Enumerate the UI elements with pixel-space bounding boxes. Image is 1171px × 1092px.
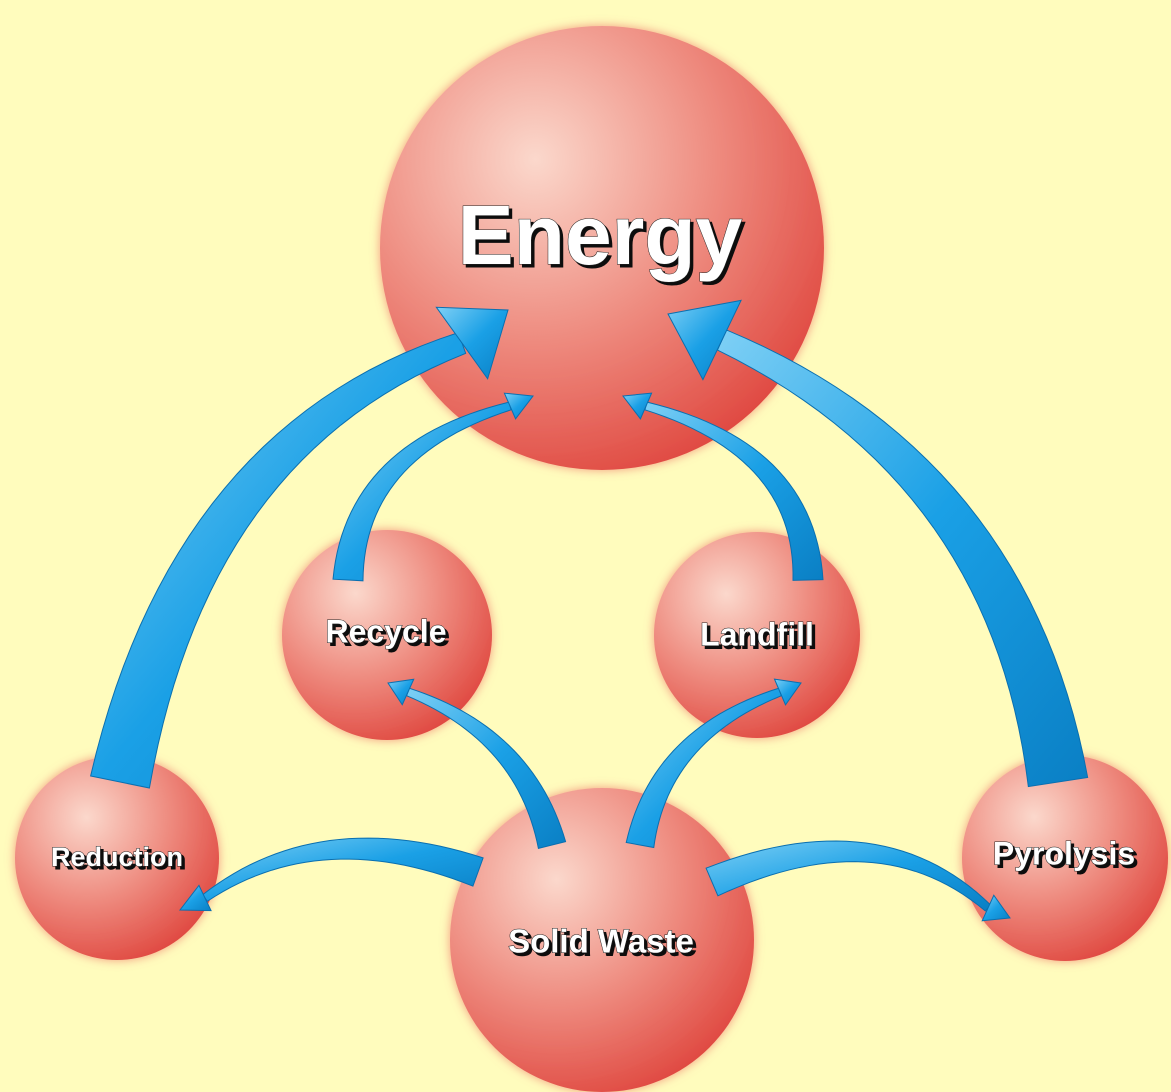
arrow-head [178,884,212,912]
arrow-head [503,392,534,420]
arrow-head [387,678,415,706]
arrows [89,299,1089,922]
node-circle [654,532,860,738]
arrow-head [773,678,802,706]
node-circle [962,755,1168,961]
node-label: Reduction [51,842,183,872]
node-label: Energy [458,188,743,282]
labels: Energy Recycle Landfill Reduction Solid … [51,188,1136,961]
node-label: Landfill [700,616,814,652]
node-circle [450,788,754,1092]
arrow-shaft [644,401,824,581]
node-label: Recycle [326,613,447,649]
arrow-head [981,894,1011,922]
arrow-head [667,299,742,381]
arrow-head [435,306,509,380]
arrow-shaft [705,840,992,912]
arrow-head [622,392,653,420]
node-circle [15,756,219,960]
node-label: Pyrolysis [993,835,1135,871]
node-label: Solid Waste [508,923,694,960]
node-circle [282,530,492,740]
arrow-shaft [201,837,484,902]
